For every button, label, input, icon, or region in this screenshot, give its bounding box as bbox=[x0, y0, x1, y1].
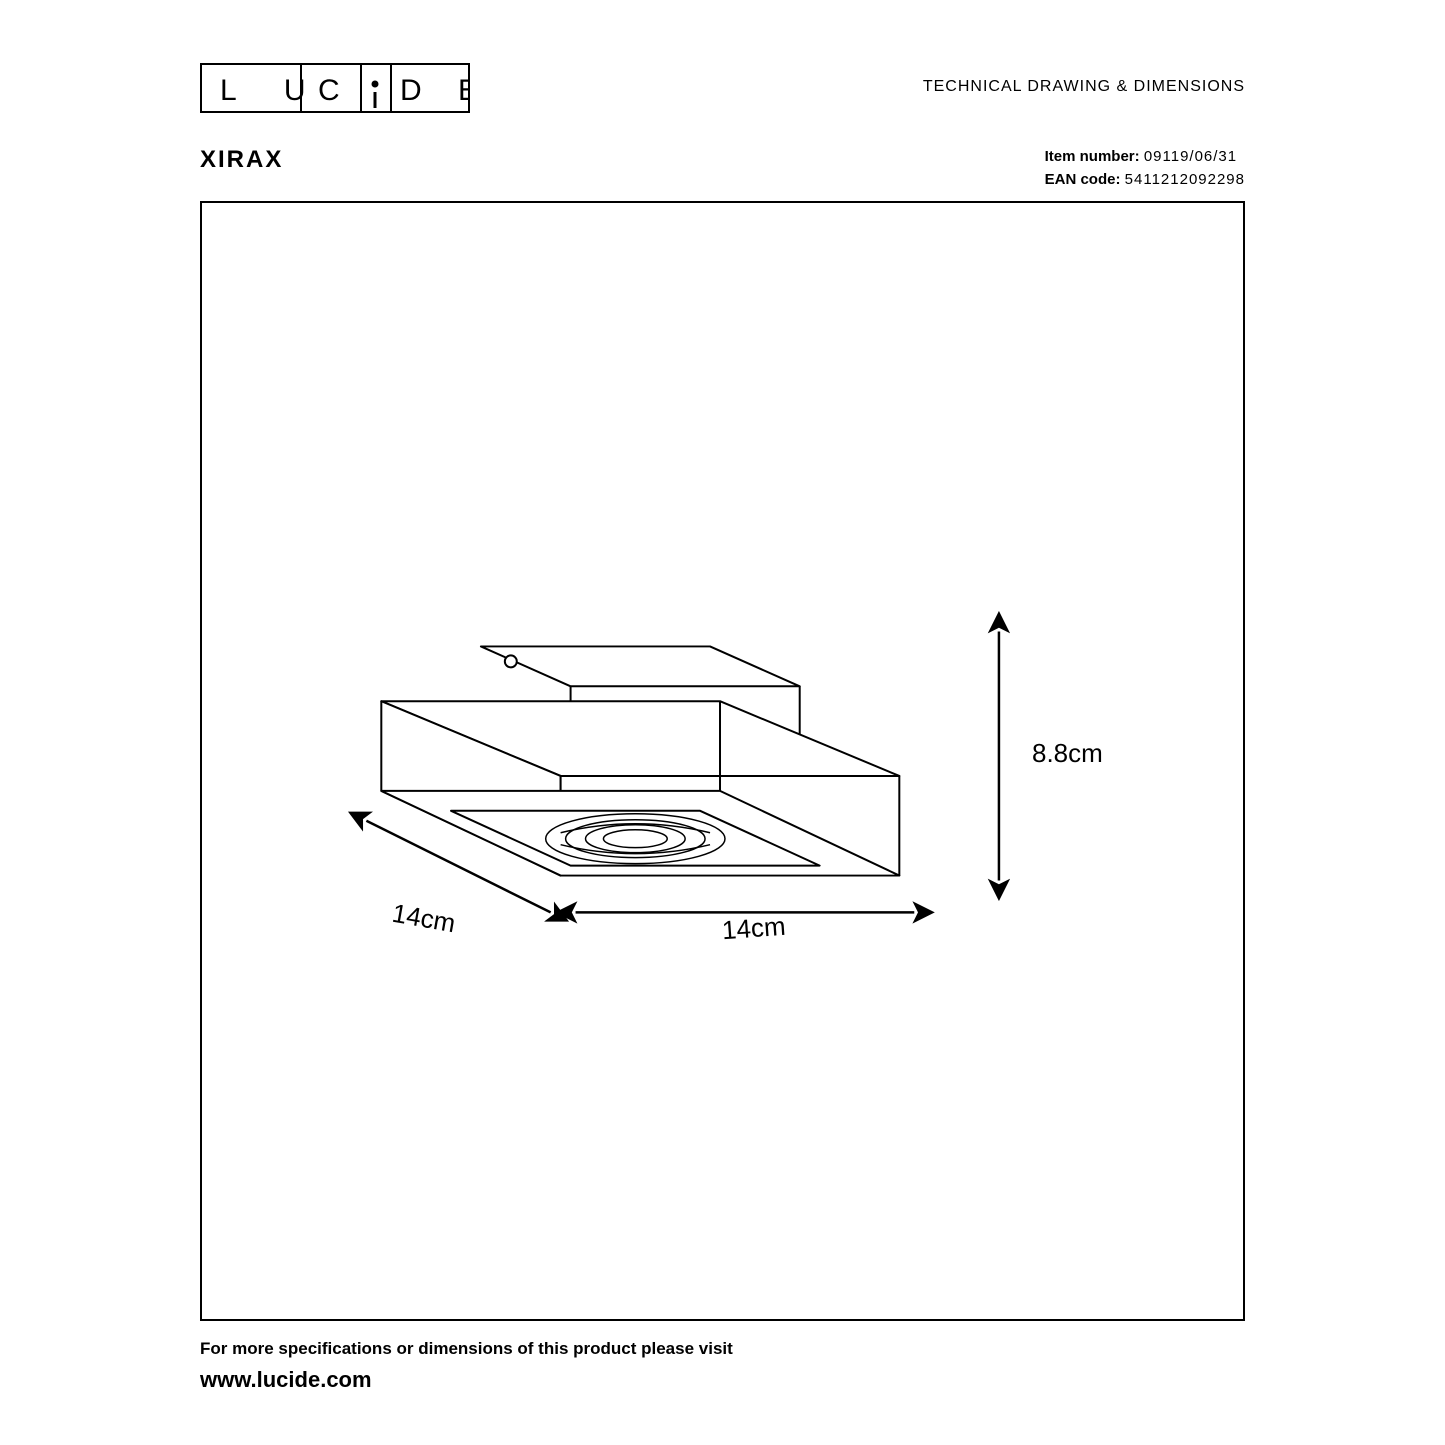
product-name: XIRAX bbox=[200, 146, 283, 191]
footer-url: www.lucide.com bbox=[200, 1362, 1245, 1397]
dim-height: 8.8cm bbox=[1032, 738, 1103, 769]
meta-row: XIRAX Item number: 09119/06/31 EAN code:… bbox=[200, 146, 1245, 191]
doc-type-label: TECHNICAL DRAWING & DIMENSIONS bbox=[923, 78, 1245, 96]
drawing-frame: 8.8cm 14cm 14cm bbox=[200, 201, 1245, 1321]
header: L U C D E TECHNICAL DRAWING & DIMENSIONS bbox=[200, 60, 1245, 116]
item-number-label: Item number bbox=[1045, 148, 1135, 165]
ean-label: EAN code bbox=[1045, 171, 1116, 188]
ean-value: 5411212092298 bbox=[1125, 171, 1245, 188]
dim-width: 14cm bbox=[721, 911, 787, 946]
footer-text: For more specifications or dimensions of… bbox=[200, 1335, 1245, 1362]
brand-logo: L U C D E bbox=[200, 60, 470, 116]
footer: For more specifications or dimensions of… bbox=[200, 1335, 1245, 1397]
svg-text:C: C bbox=[318, 74, 340, 107]
item-number-value: 09119/06/31 bbox=[1144, 148, 1237, 165]
product-codes: Item number: 09119/06/31 EAN code: 54112… bbox=[1045, 146, 1245, 191]
svg-text:L U: L U bbox=[220, 74, 326, 107]
svg-text:D E: D E bbox=[400, 74, 470, 107]
